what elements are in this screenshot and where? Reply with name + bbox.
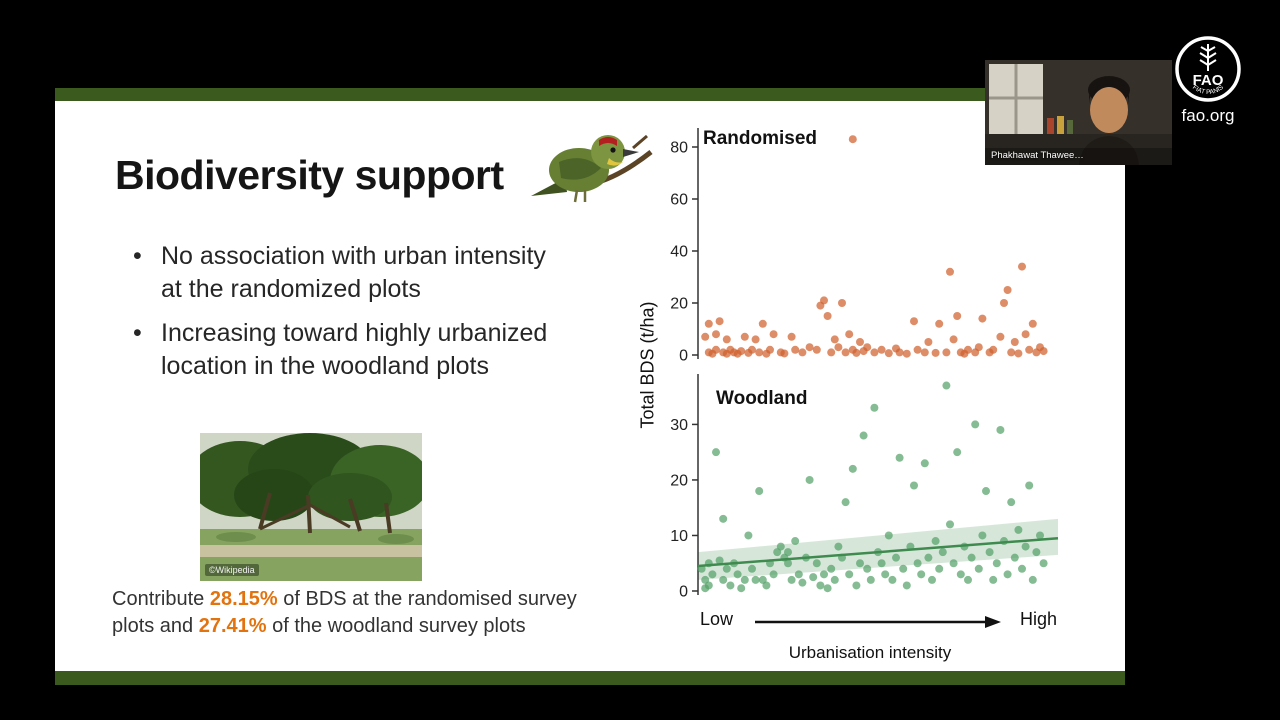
slide-bottom-bar <box>55 671 1125 685</box>
svg-text:80: 80 <box>670 140 688 157</box>
svg-text:20: 20 <box>670 472 688 489</box>
contribution-text: Contribute 28.15% of BDS at the randomis… <box>112 586 604 640</box>
svg-text:0: 0 <box>679 348 688 365</box>
speaker-webcam-tile: Phakhawat Thawee… <box>985 60 1172 165</box>
presentation-slide: Biodiversity support • No association wi… <box>55 88 1125 685</box>
bullet-text: No association with urban intensity at t… <box>161 242 546 303</box>
contribution-suffix: of the woodland survey plots <box>266 615 526 637</box>
bullet-item: • No association with urban intensity at… <box>133 240 573 306</box>
x-axis-high-label: High <box>1020 609 1058 629</box>
speaker-name-label: Phakhawat Thawee… <box>991 150 1084 161</box>
svg-text:0: 0 <box>679 584 688 601</box>
tree-photo: ©Wikipedia <box>200 433 422 581</box>
contribution-prefix: Contribute <box>112 588 210 610</box>
fao-logo-text: FAO <box>1193 72 1224 89</box>
randomised-panel-title: Randomised <box>703 128 818 149</box>
woodland-percentage: 27.41% <box>198 615 267 637</box>
svg-text:30: 30 <box>670 417 688 434</box>
slide-top-bar <box>55 88 1125 101</box>
slide-title: Biodiversity support <box>115 152 504 198</box>
photo-credit: ©Wikipedia <box>205 564 259 576</box>
x-axis-title: Urbanisation intensity <box>788 643 952 662</box>
woodland-panel-title: Woodland <box>716 388 808 409</box>
contribution-middle: of BDS at the randomised survey plots an… <box>112 588 577 637</box>
bullet-list: • No association with urban intensity at… <box>133 240 573 394</box>
fao-logo: FAO FIAT PANIS <box>1172 33 1244 105</box>
bullet-marker: • <box>133 319 142 347</box>
svg-text:40: 40 <box>670 244 688 261</box>
woodland-scatter-chart: 0 10 20 30 <box>660 368 1070 603</box>
bullet-item: • Increasing toward highly urbanized loc… <box>133 317 573 383</box>
svg-text:20: 20 <box>670 296 688 313</box>
bird-illustration <box>531 134 653 203</box>
speaker-video <box>985 60 1172 165</box>
fao-url: fao.org <box>1181 106 1235 125</box>
bullet-text: Increasing toward highly urbanized locat… <box>161 319 548 380</box>
svg-text:10: 10 <box>670 528 688 545</box>
randomised-percentage: 28.15% <box>209 588 278 610</box>
svg-text:60: 60 <box>670 192 688 209</box>
bullet-marker: • <box>133 242 142 270</box>
y-axis-label: Total BDS (t/ha) <box>637 301 658 429</box>
x-axis-arrow-icon <box>755 616 1001 628</box>
tree-photo-image <box>200 433 422 581</box>
x-axis-low-label: Low <box>700 609 734 629</box>
